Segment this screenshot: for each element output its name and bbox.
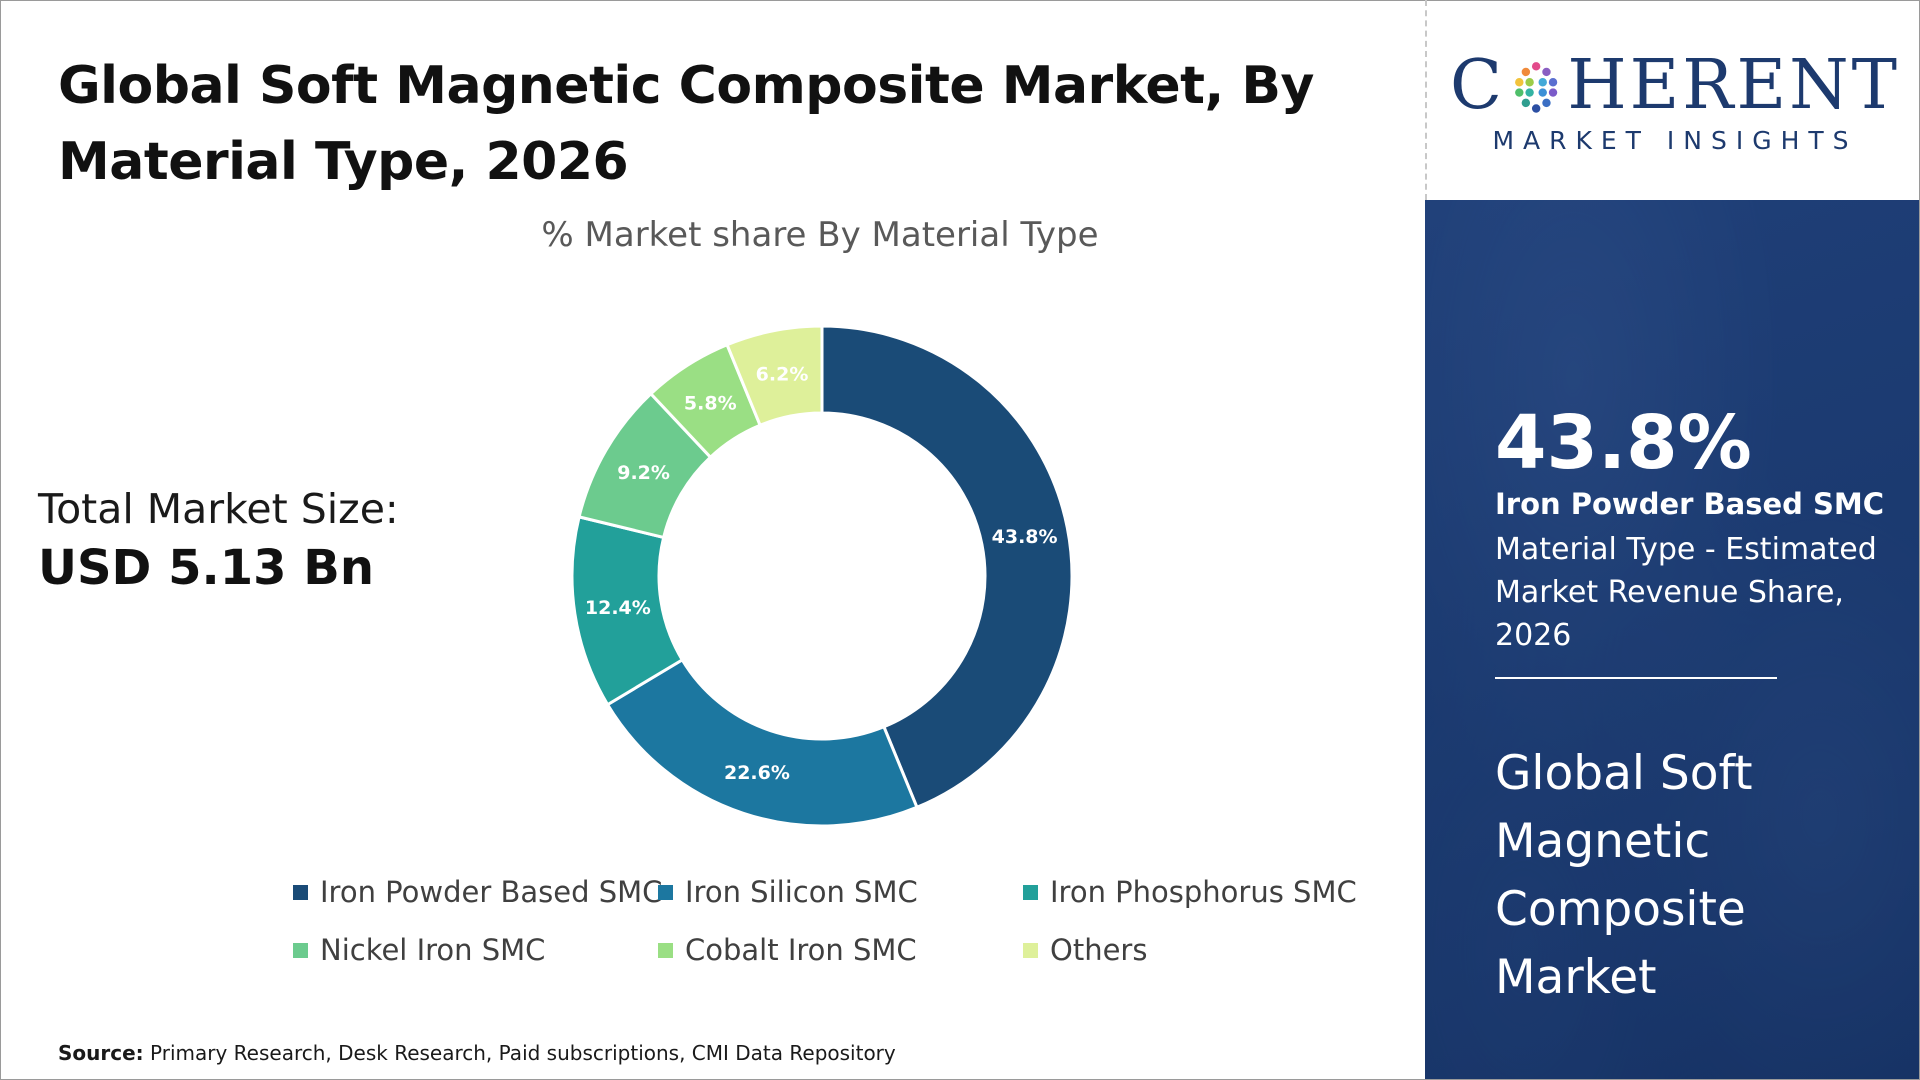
legend-swatch [658, 942, 673, 958]
legend-label: Cobalt Iron SMC [685, 933, 917, 967]
slice-data-label-1: 22.6% [724, 762, 790, 784]
legend-label: Iron Phosphorus SMC [1050, 875, 1357, 909]
page-title: Global Soft Magnetic Composite Market, B… [58, 56, 1314, 192]
total-market-size-label: Total Market Size: [38, 485, 399, 533]
highlight-percentage: 43.8% [1495, 400, 1752, 486]
legend-item-iron-powder: Iron Powder Based SMC [293, 875, 662, 909]
highlight-segment-name: Iron Powder Based SMC [1495, 487, 1885, 521]
donut-slice-0 [820, 324, 1074, 810]
source-note: Source: Primary Research, Desk Research,… [58, 1041, 896, 1065]
donut-slice-1 [605, 657, 919, 828]
company-logo: C HERENT MARKET INSIGHTS [1450, 50, 1900, 156]
legend-item-iron-phosphorus: Iron Phosphorus SMC [1023, 875, 1393, 909]
legend-swatch [1023, 942, 1038, 958]
legend-swatch [658, 884, 673, 900]
legend-swatch [1023, 884, 1038, 900]
logo-dots-icon [1515, 62, 1558, 113]
legend-item-iron-silicon: Iron Silicon SMC [658, 875, 1023, 909]
chart-subtitle: % Market share By Material Type [541, 215, 1099, 255]
slice-data-label-0: 43.8% [992, 526, 1058, 548]
legend-label: Iron Powder Based SMC [320, 875, 663, 909]
header-divider [1425, 0, 1427, 200]
legend-item-nickel-iron: Nickel Iron SMC [293, 933, 658, 967]
source-label: Source: [58, 1041, 144, 1065]
logo-letters-herent: HERENT [1567, 46, 1900, 125]
highlight-description: Material Type - Estimated Market Revenue… [1495, 532, 1877, 653]
legend-swatch [293, 942, 308, 958]
donut-slice-5 [725, 324, 824, 428]
panel-market-title: Global Soft Magnetic Composite Market [1495, 746, 1753, 1005]
highlight-panel: 43.8% Iron Powder Based SMC Material Typ… [1425, 200, 1919, 1079]
legend-label: Iron Silicon SMC [685, 875, 918, 909]
panel-background-texture [1425, 200, 1919, 1079]
panel-divider [1495, 677, 1777, 679]
slice-data-label-5: 6.2% [756, 363, 809, 385]
legend-item-others: Others [1023, 933, 1393, 967]
chart-legend: Iron Powder Based SMC Iron Silicon SMC I… [293, 875, 1393, 967]
slice-data-label-3: 9.2% [617, 462, 670, 484]
total-market-size-value: USD 5.13 Bn [38, 540, 374, 596]
logo-letter-c: C [1450, 46, 1506, 125]
logo-tagline: MARKET INSIGHTS [1492, 126, 1858, 155]
source-text: Primary Research, Desk Research, Paid su… [150, 1041, 896, 1065]
donut-chart: 43.8% 22.6% 12.4% 9.2% 5.8% 6.2% [570, 324, 1074, 828]
legend-swatch [293, 884, 308, 900]
slice-data-label-2: 12.4% [585, 597, 651, 619]
legend-label: Nickel Iron SMC [320, 933, 546, 967]
legend-item-cobalt-iron: Cobalt Iron SMC [658, 933, 1023, 967]
slice-data-label-4: 5.8% [684, 392, 737, 414]
logo-wordmark: C HERENT [1450, 50, 1900, 122]
legend-label: Others [1050, 933, 1148, 967]
